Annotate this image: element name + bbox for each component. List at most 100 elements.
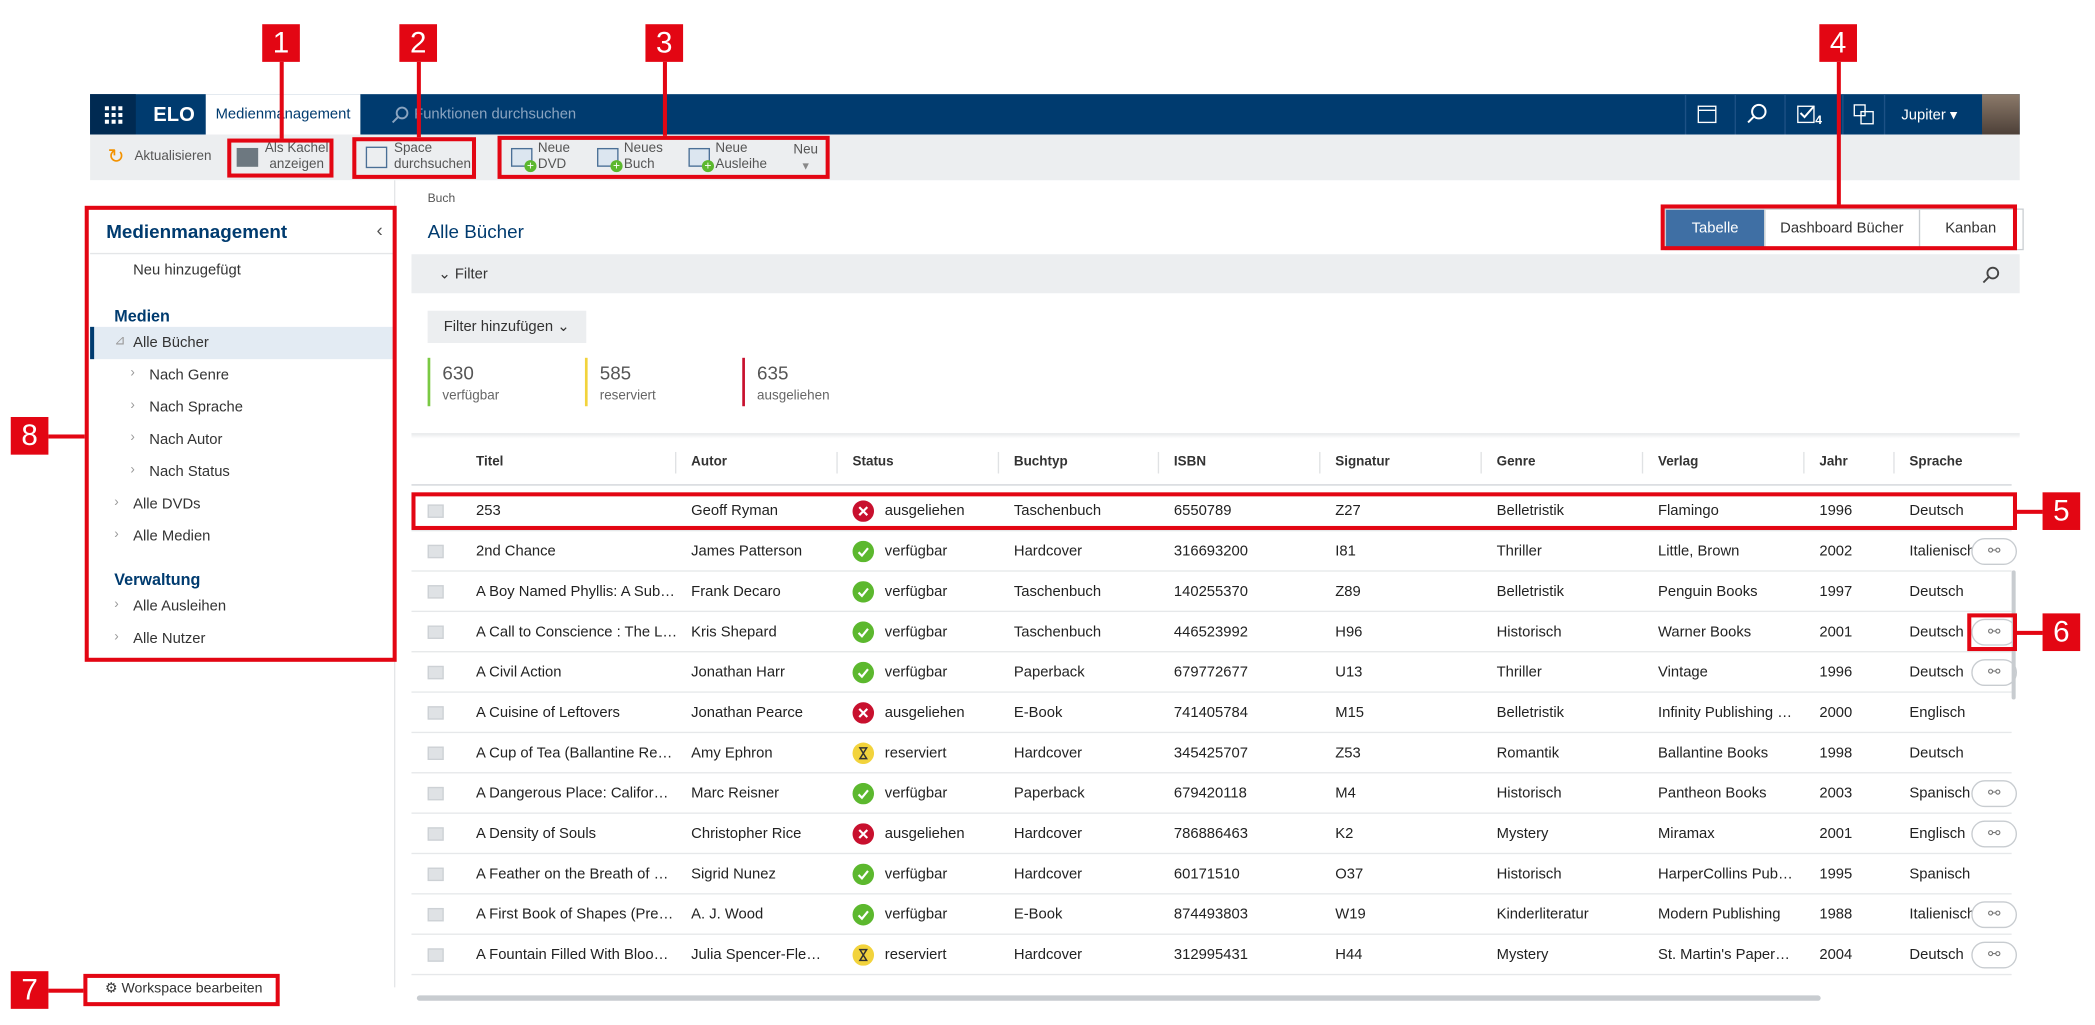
- column-header[interactable]: Genre: [1497, 455, 1536, 470]
- table-cell: Englisch: [1909, 826, 1965, 842]
- stat-bar: [742, 358, 745, 406]
- column-header[interactable]: Titel: [476, 455, 503, 470]
- table-cell: E-Book: [1014, 705, 1063, 721]
- table-cell: 2001: [1819, 826, 1852, 842]
- add-filter-label: Filter hinzufügen: [444, 319, 553, 335]
- table-cell: verfügbar: [885, 866, 948, 882]
- table-cell: H96: [1335, 624, 1362, 640]
- stat-label: reserviert: [600, 389, 656, 404]
- table-cell: 312995431: [1174, 947, 1248, 963]
- table-cell: Spanisch: [1909, 866, 1970, 882]
- column-divider: [1893, 452, 1894, 474]
- user-menu[interactable]: Jupiter ▾: [1901, 106, 1957, 123]
- link-button[interactable]: ⚯: [1971, 538, 2017, 565]
- table-cell: Miramax: [1658, 826, 1715, 842]
- breadcrumb[interactable]: Buch: [428, 191, 456, 204]
- filter-search-icon[interactable]: [1982, 265, 2001, 284]
- table-cell: 345425707: [1174, 745, 1248, 761]
- callout-box: [1967, 613, 2017, 651]
- callout-number: 1: [262, 24, 300, 62]
- status-icon: [853, 702, 875, 724]
- callout-number: 5: [2043, 492, 2081, 530]
- column-header[interactable]: Verlag: [1658, 455, 1698, 470]
- workspace-icon: [1844, 94, 1884, 134]
- column-header[interactable]: ISBN: [1174, 455, 1206, 470]
- refresh-button[interactable]: Aktualisieren: [134, 149, 211, 165]
- status-icon: [853, 581, 875, 603]
- table-cell: Englisch: [1909, 705, 1965, 721]
- column-header[interactable]: Status: [853, 455, 894, 470]
- callout-line: [663, 62, 667, 136]
- search-button[interactable]: [1735, 94, 1777, 134]
- table-cell: Warner Books: [1658, 624, 1751, 640]
- page-title: Alle Bücher: [428, 221, 524, 243]
- column-header[interactable]: Sprache: [1909, 455, 1962, 470]
- app-menu-button[interactable]: [90, 94, 136, 134]
- table-cell: Kris Shepard: [691, 624, 777, 640]
- status-icon: [853, 944, 875, 966]
- add-filter-button[interactable]: Filter hinzufügen ⌄: [428, 311, 586, 343]
- table-cell: verfügbar: [885, 543, 948, 559]
- link-button[interactable]: ⚯: [1971, 821, 2017, 848]
- status-icon: [853, 823, 875, 845]
- workspace-button[interactable]: [1842, 94, 1885, 134]
- table-cell: Jonathan Pearce: [691, 705, 803, 721]
- filter-label: Filter: [455, 266, 488, 282]
- table-cell: verfügbar: [885, 907, 948, 923]
- table-cell: Paperback: [1014, 664, 1085, 680]
- table-cell: Spanisch: [1909, 786, 1970, 802]
- avatar[interactable]: [1982, 94, 2020, 134]
- column-header[interactable]: Jahr: [1819, 455, 1847, 470]
- column-header[interactable]: Buchtyp: [1014, 455, 1068, 470]
- table-cell: Belletristik: [1497, 584, 1564, 600]
- column-divider: [1642, 452, 1643, 474]
- filter-bar[interactable]: [411, 254, 2019, 293]
- table-cell: Deutsch: [1909, 947, 1963, 963]
- callout-box: [85, 206, 397, 662]
- table-cell: 741405784: [1174, 705, 1248, 721]
- magnifier-icon: [1736, 94, 1776, 134]
- search-input[interactable]: Funktionen durchsuchen: [414, 106, 576, 122]
- callout-line: [2017, 510, 2043, 514]
- link-button[interactable]: ⚯: [1971, 901, 2017, 928]
- table-cell: Marc Reisner: [691, 786, 779, 802]
- table-cell: H44: [1335, 947, 1362, 963]
- callout-box: [352, 137, 476, 179]
- table-cell: Historisch: [1497, 624, 1562, 640]
- task-count: 4: [1815, 113, 1822, 126]
- row-icon: [428, 625, 444, 638]
- tasks-button[interactable]: 4: [1784, 94, 1834, 134]
- link-button[interactable]: ⚯: [1971, 659, 2017, 686]
- table-cell: A Dangerous Place: Califor…: [476, 786, 668, 802]
- table-cell: 679420118: [1174, 786, 1247, 802]
- horizontal-scrollbar[interactable]: [417, 995, 1821, 1000]
- row-icon: [428, 787, 444, 800]
- calendar-button[interactable]: [1685, 94, 1727, 134]
- callout-box: [411, 492, 2017, 530]
- table-cell: M4: [1335, 786, 1356, 802]
- refresh-icon: ↻: [108, 148, 125, 167]
- row-icon: [428, 545, 444, 558]
- filter-toggle[interactable]: ⌄ Filter: [438, 265, 487, 282]
- table-cell: Deutsch: [1909, 745, 1963, 761]
- table-cell: Kinderliteratur: [1497, 907, 1589, 923]
- table-cell: Belletristik: [1497, 705, 1564, 721]
- tasks-icon: [1786, 94, 1818, 134]
- column-header[interactable]: Signatur: [1335, 455, 1390, 470]
- link-button[interactable]: ⚯: [1971, 780, 2017, 807]
- table-cell: Historisch: [1497, 786, 1562, 802]
- stat-bar: [428, 358, 431, 406]
- table-cell: Romantik: [1497, 745, 1559, 761]
- app-logo[interactable]: ELO: [153, 104, 194, 127]
- table-cell: Paperback: [1014, 786, 1085, 802]
- row-icon: [428, 948, 444, 961]
- column-divider: [836, 452, 837, 474]
- table-cell: 2nd Chance: [476, 543, 556, 559]
- link-button[interactable]: ⚯: [1971, 942, 2017, 969]
- column-header[interactable]: Autor: [691, 455, 727, 470]
- user-name: Jupiter: [1901, 108, 1945, 124]
- table-cell: O37: [1335, 866, 1363, 882]
- callout-number: 7: [11, 971, 49, 1009]
- column-divider: [1803, 452, 1804, 474]
- row-icon: [428, 827, 444, 840]
